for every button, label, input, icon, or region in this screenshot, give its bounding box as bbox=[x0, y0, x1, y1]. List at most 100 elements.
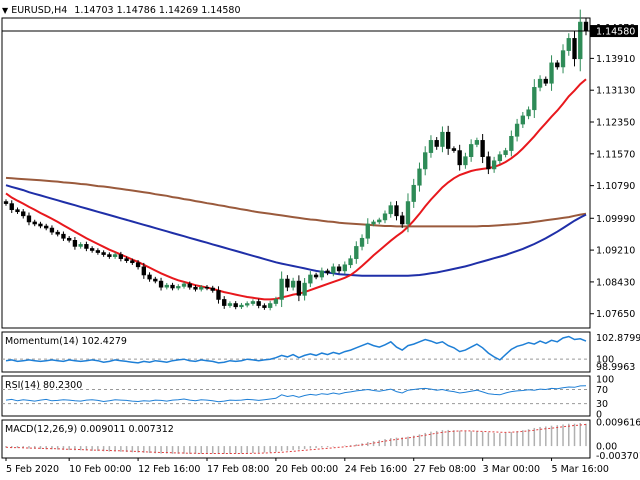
candle-body bbox=[365, 223, 370, 239]
candle-body bbox=[371, 221, 376, 225]
candle-body bbox=[9, 203, 14, 211]
candle-body bbox=[394, 205, 399, 217]
macd-axis-label: -0.003701 bbox=[596, 451, 640, 462]
candle-body bbox=[417, 168, 422, 186]
panel-frame-macd bbox=[1, 419, 591, 459]
candle-body bbox=[440, 131, 445, 147]
candle-body bbox=[61, 233, 66, 239]
panel-frame-rsi bbox=[1, 375, 591, 417]
candle-body bbox=[199, 286, 204, 290]
candle-body bbox=[141, 266, 146, 276]
candle-body bbox=[49, 227, 55, 233]
candle-body bbox=[84, 244, 89, 249]
candle-body bbox=[348, 258, 353, 266]
candle-body bbox=[67, 237, 72, 241]
time-axis-label: 12 Feb 16:00 bbox=[138, 464, 200, 475]
candle-body bbox=[463, 156, 468, 166]
price-axis-label: 1.09990 bbox=[596, 214, 635, 225]
candle-body bbox=[583, 21, 589, 32]
candle-body bbox=[480, 140, 485, 157]
panel-frame-mom bbox=[1, 331, 591, 373]
candle-body bbox=[164, 284, 169, 288]
momentum-label: Momentum(14) 102.4279 bbox=[5, 336, 127, 347]
candle-body bbox=[537, 78, 543, 88]
candle-body bbox=[308, 274, 313, 284]
candle-body bbox=[572, 38, 577, 60]
ohlc-values: 1.14703 1.14786 1.14269 1.14580 bbox=[74, 5, 241, 16]
candle-body bbox=[262, 305, 267, 308]
candle-body bbox=[549, 62, 554, 84]
candle-body bbox=[279, 278, 284, 300]
price-axis-label: 1.11570 bbox=[596, 149, 635, 160]
candle-body bbox=[210, 287, 215, 291]
candle-body bbox=[89, 248, 95, 251]
momentum-axis-label: 98.9963 bbox=[596, 362, 635, 373]
candle-body bbox=[135, 262, 141, 268]
candle-body bbox=[176, 286, 181, 289]
current-price-tag bbox=[590, 25, 638, 38]
candle-body bbox=[514, 123, 520, 137]
candle-body bbox=[296, 280, 302, 296]
price-axis-label: 1.07650 bbox=[596, 309, 635, 320]
candle-body bbox=[354, 246, 359, 259]
symbol-timeframe: EURUSD,H4 bbox=[11, 5, 68, 16]
candle-body bbox=[187, 283, 192, 288]
momentum-axis-label: 100 bbox=[596, 355, 614, 366]
candle-body bbox=[233, 303, 238, 308]
candle-body bbox=[193, 286, 198, 290]
ma-mid-line bbox=[5, 184, 587, 277]
candle-body bbox=[491, 160, 497, 170]
candle-body bbox=[107, 254, 112, 257]
time-axis-label: 5 Mar 16:00 bbox=[552, 464, 609, 475]
candle-body bbox=[118, 254, 124, 259]
price-axis-label: 1.08430 bbox=[596, 277, 635, 288]
candle-body bbox=[124, 258, 129, 261]
candle-body bbox=[290, 280, 296, 288]
rsi-axis-label: 0 bbox=[596, 410, 602, 421]
candle-body bbox=[55, 231, 60, 235]
candle-body bbox=[3, 201, 9, 204]
candle-body bbox=[428, 140, 434, 153]
time-axis-label: 24 Feb 16:00 bbox=[345, 464, 407, 475]
macd-axis-label: 0.00 bbox=[596, 442, 617, 453]
candle-body bbox=[313, 274, 319, 278]
candle-body bbox=[503, 150, 508, 155]
candle-body bbox=[336, 266, 342, 272]
candle-body bbox=[250, 301, 256, 304]
candle-body bbox=[256, 301, 261, 306]
candle-body bbox=[204, 286, 210, 289]
candle-body bbox=[468, 144, 474, 157]
candle-body bbox=[147, 274, 152, 280]
time-axis-label: 10 Feb 00:00 bbox=[69, 464, 131, 475]
candle-body bbox=[227, 303, 233, 306]
candle-body bbox=[497, 154, 503, 162]
panel-frame-main bbox=[1, 17, 591, 329]
price-axis-label: 1.10790 bbox=[596, 181, 635, 192]
candle-body bbox=[38, 223, 43, 227]
candle-body bbox=[245, 303, 250, 306]
candle-body bbox=[342, 264, 347, 272]
rsi-axis-label: 30 bbox=[596, 399, 608, 410]
candle-body bbox=[302, 282, 307, 296]
candle-body bbox=[319, 270, 325, 278]
candle-body bbox=[153, 278, 158, 282]
candle-body bbox=[44, 225, 49, 229]
candle-body bbox=[101, 252, 106, 255]
candle-body bbox=[158, 280, 164, 288]
candle-body bbox=[509, 135, 514, 151]
candle-body bbox=[446, 131, 451, 149]
time-axis-label: 3 Mar 00:00 bbox=[483, 464, 540, 475]
candle-body bbox=[32, 221, 37, 225]
candle-body bbox=[181, 283, 187, 287]
candle-body bbox=[359, 237, 365, 247]
candle-body bbox=[578, 21, 583, 60]
time-axis-label: 5 Feb 2020 bbox=[6, 464, 59, 475]
candle-body bbox=[566, 38, 571, 51]
candle-body bbox=[170, 284, 175, 289]
triangle-down-icon[interactable]: ▼ bbox=[2, 6, 9, 15]
chart-header: ▼ EURUSD,H4 1.14703 1.14786 1.14269 1.14… bbox=[2, 5, 241, 16]
candle-body bbox=[382, 213, 388, 221]
candle-body bbox=[78, 244, 83, 247]
